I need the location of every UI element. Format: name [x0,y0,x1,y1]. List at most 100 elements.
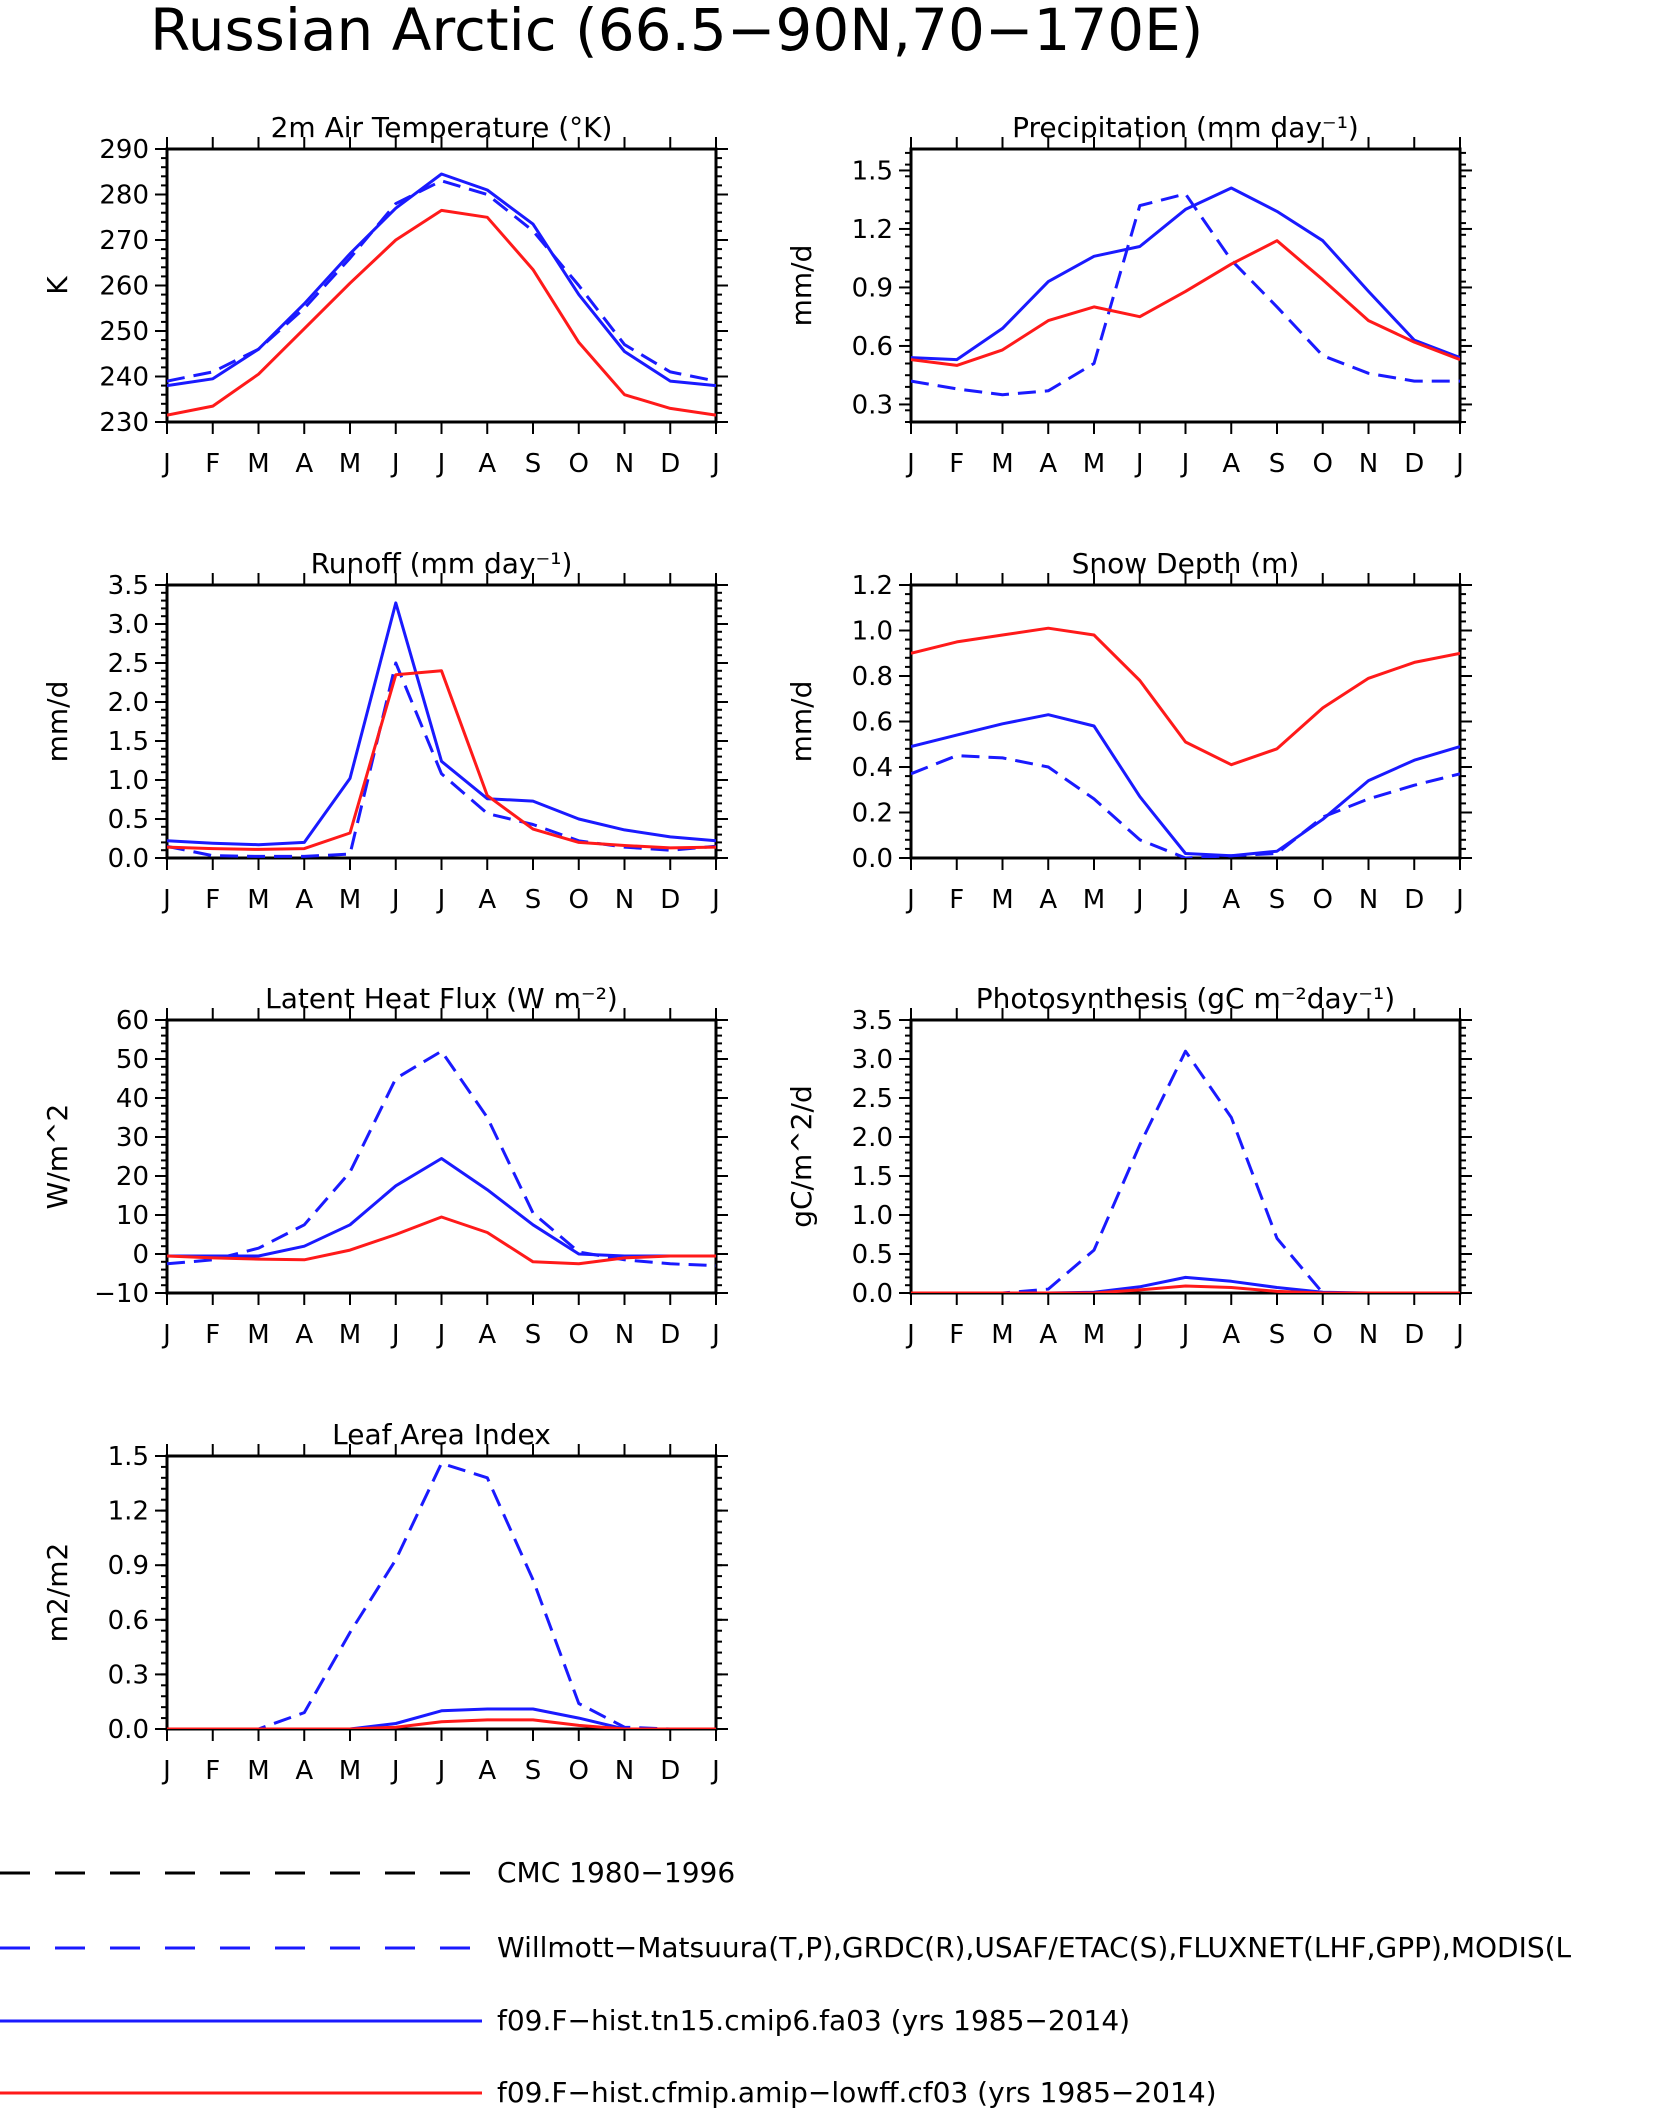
x-tick-label: J [390,885,400,915]
series-line-2-solid [167,172,716,388]
x-tick-label: S [1269,1320,1286,1350]
x-tick-label: F [949,1320,964,1350]
x-tick-label: O [1313,449,1333,479]
y-axis-label: K [41,276,74,295]
y-tick-label: 250 [99,317,149,347]
x-tick-label: N [1359,449,1378,479]
y-tick-label: 1.2 [852,215,893,245]
plot-frame [909,583,1462,860]
x-tick-label: J [436,449,446,479]
x-tick-label: S [525,885,542,915]
x-tick-label: O [569,449,589,479]
series-line-3-solid [167,669,716,851]
y-tick-label: 0.5 [108,805,149,835]
x-tick-label: J [161,1320,171,1350]
x-tick-label: N [615,449,634,479]
x-tick-label: F [205,885,220,915]
x-tick-label: N [1359,885,1378,915]
series-line-1-dashed [167,1049,716,1268]
y-tick-label: 0.2 [852,799,893,829]
y-tick-label: 1.2 [108,1497,149,1527]
series-group [911,186,1460,397]
y-axis-label: W/m^2 [41,1104,74,1210]
y-tick-label: 230 [99,408,149,438]
x-tick-label: A [478,885,496,915]
series-group [167,601,716,858]
series-group [911,626,1460,858]
x-tick-label: A [1222,449,1240,479]
x-tick-label: J [161,449,171,479]
y-tick-label: 3.0 [108,610,149,640]
y-tick-label: 0.3 [108,1660,149,1690]
x-tick-label: S [1269,449,1286,479]
x-tick-label: J [905,885,915,915]
series-group [167,1461,716,1729]
series-line-2-solid [911,1275,1460,1293]
x-tick-label: O [1313,885,1333,915]
series-line-2-solid [167,601,716,847]
y-tick-label: 60 [116,1006,149,1036]
x-tick-label: M [339,1320,361,1350]
y-tick-label: 290 [99,135,149,165]
series-line-4-solid [911,626,1460,767]
x-tick-label: J [390,1320,400,1350]
x-tick-label: J [436,1756,446,1786]
x-tick-label: O [569,1756,589,1786]
panel-6: Photosynthesis (gC m⁻²day⁻¹)gC/m^2/d0.00… [785,982,1472,1350]
legend: CMC 1980−1996 Willmott−Matsuura(T,P),GRDC… [0,1856,1572,2109]
y-tick-label: 1.0 [852,617,893,647]
x-tick-label: A [478,1756,496,1786]
y-tick-label: 3.5 [852,1006,893,1036]
y-axis-label: gC/m^2/d [785,1085,818,1228]
x-tick-label: M [991,885,1013,915]
x-tick-label: A [478,449,496,479]
y-tick-label: 0.4 [852,753,893,783]
series-line-3-solid [911,1284,1460,1293]
x-tick-label: J [1180,885,1190,915]
x-tick-label: A [1222,885,1240,915]
panel-2: Precipitation (mm day⁻¹)mm/d0.30.60.91.2… [785,111,1472,479]
y-tick-label: 3.0 [852,1045,893,1075]
series-line-1-dashed [167,661,716,858]
x-tick-label: F [949,449,964,479]
x-tick-label: M [991,449,1013,479]
y-tick-label: 1.5 [852,1162,893,1192]
x-tick-label: N [615,1756,634,1786]
legend-label-3: f09.F−hist.tn15.cmip6.fa03 (yrs 1985−201… [497,2004,1130,2037]
series-line-2-solid [167,1707,716,1729]
series-line-3-solid [911,713,1460,858]
y-tick-label: 240 [99,363,149,393]
y-tick-label: 1.5 [852,156,893,186]
x-tick-label: J [710,885,720,915]
y-tick-label: 270 [99,226,149,256]
y-tick-label: 1.0 [108,766,149,796]
x-tick-label: A [1039,449,1057,479]
x-tick-label: D [1404,1320,1424,1350]
x-tick-label: M [339,1756,361,1786]
series-group [167,172,716,417]
x-tick-label: A [295,449,313,479]
series-line-2-solid [167,1157,716,1258]
y-tick-label: 2.0 [108,688,149,718]
panel-5: Latent Heat Flux (W m⁻²)W/m^2−1001020304… [41,982,728,1350]
x-tick-label: M [991,1320,1013,1350]
series-line-2-solid [911,186,1460,362]
x-tick-label: M [1083,885,1105,915]
x-tick-label: M [339,885,361,915]
y-tick-label: 10 [116,1201,149,1231]
y-axis-label: mm/d [785,245,818,327]
y-tick-label: 50 [116,1045,149,1075]
y-tick-label: 0.9 [852,273,893,303]
x-tick-label: S [1269,885,1286,915]
y-tick-label: 0.3 [852,390,893,420]
x-tick-label: D [660,1756,680,1786]
y-tick-label: 2.5 [108,649,149,679]
x-tick-label: O [569,1320,589,1350]
x-tick-label: A [295,1320,313,1350]
x-tick-label: D [1404,885,1424,915]
y-tick-label: 1.5 [108,1442,149,1472]
x-tick-label: O [1313,1320,1333,1350]
x-tick-label: J [1134,1320,1144,1350]
